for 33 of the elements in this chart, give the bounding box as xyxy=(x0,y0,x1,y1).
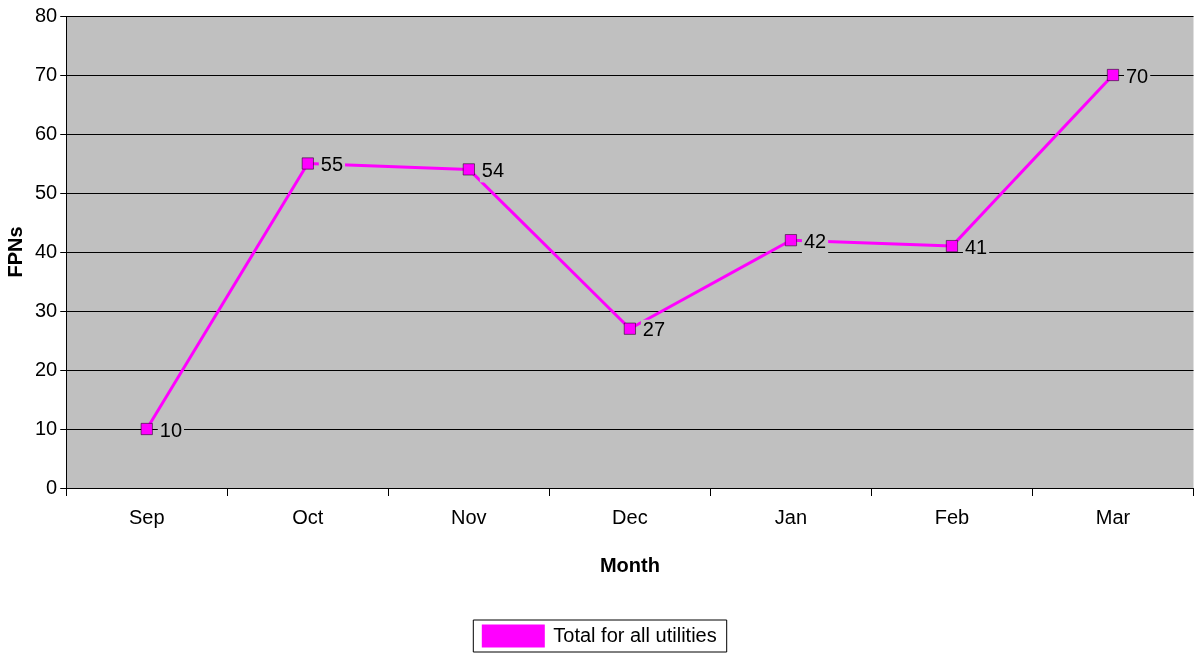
point xyxy=(462,163,475,176)
y-tick-label: 40 xyxy=(35,239,58,262)
x-tick-label: Mar xyxy=(1095,505,1131,528)
y-tick-label: 0 xyxy=(46,475,58,498)
x-axis-title: Month xyxy=(599,553,660,576)
y-tick-label: 50 xyxy=(35,180,58,203)
x-tick-label: Feb xyxy=(934,505,970,528)
x-tick-label: Nov xyxy=(451,505,487,528)
y-tick-label: 20 xyxy=(35,357,58,380)
y-axis-title: FPNs xyxy=(3,226,26,278)
point xyxy=(140,423,153,435)
data-label: 55 xyxy=(320,153,344,176)
y-tick-label: 80 xyxy=(35,3,58,26)
data-label: 70 xyxy=(1125,64,1149,87)
point xyxy=(946,240,958,253)
point xyxy=(623,322,636,335)
data-label: 42 xyxy=(803,229,827,252)
point xyxy=(301,157,314,170)
data-label: 54 xyxy=(481,158,505,181)
data-label: 10 xyxy=(159,418,183,441)
y-tick-label: 60 xyxy=(35,121,58,144)
data-label: 41 xyxy=(964,235,988,258)
y-tick-label: 10 xyxy=(35,416,58,439)
x-tick-label: Sep xyxy=(128,505,165,528)
legend-label: Total for all utilities xyxy=(553,623,717,646)
x-tick-label: Oct xyxy=(292,505,324,528)
point xyxy=(785,234,797,247)
y-tick-label: 30 xyxy=(35,298,58,321)
data-label: 27 xyxy=(642,318,666,341)
point xyxy=(1107,69,1119,81)
y-tick-label: 70 xyxy=(35,62,58,85)
x-tick-label: Dec xyxy=(612,505,648,528)
x-tick-label: Jan xyxy=(774,505,808,528)
